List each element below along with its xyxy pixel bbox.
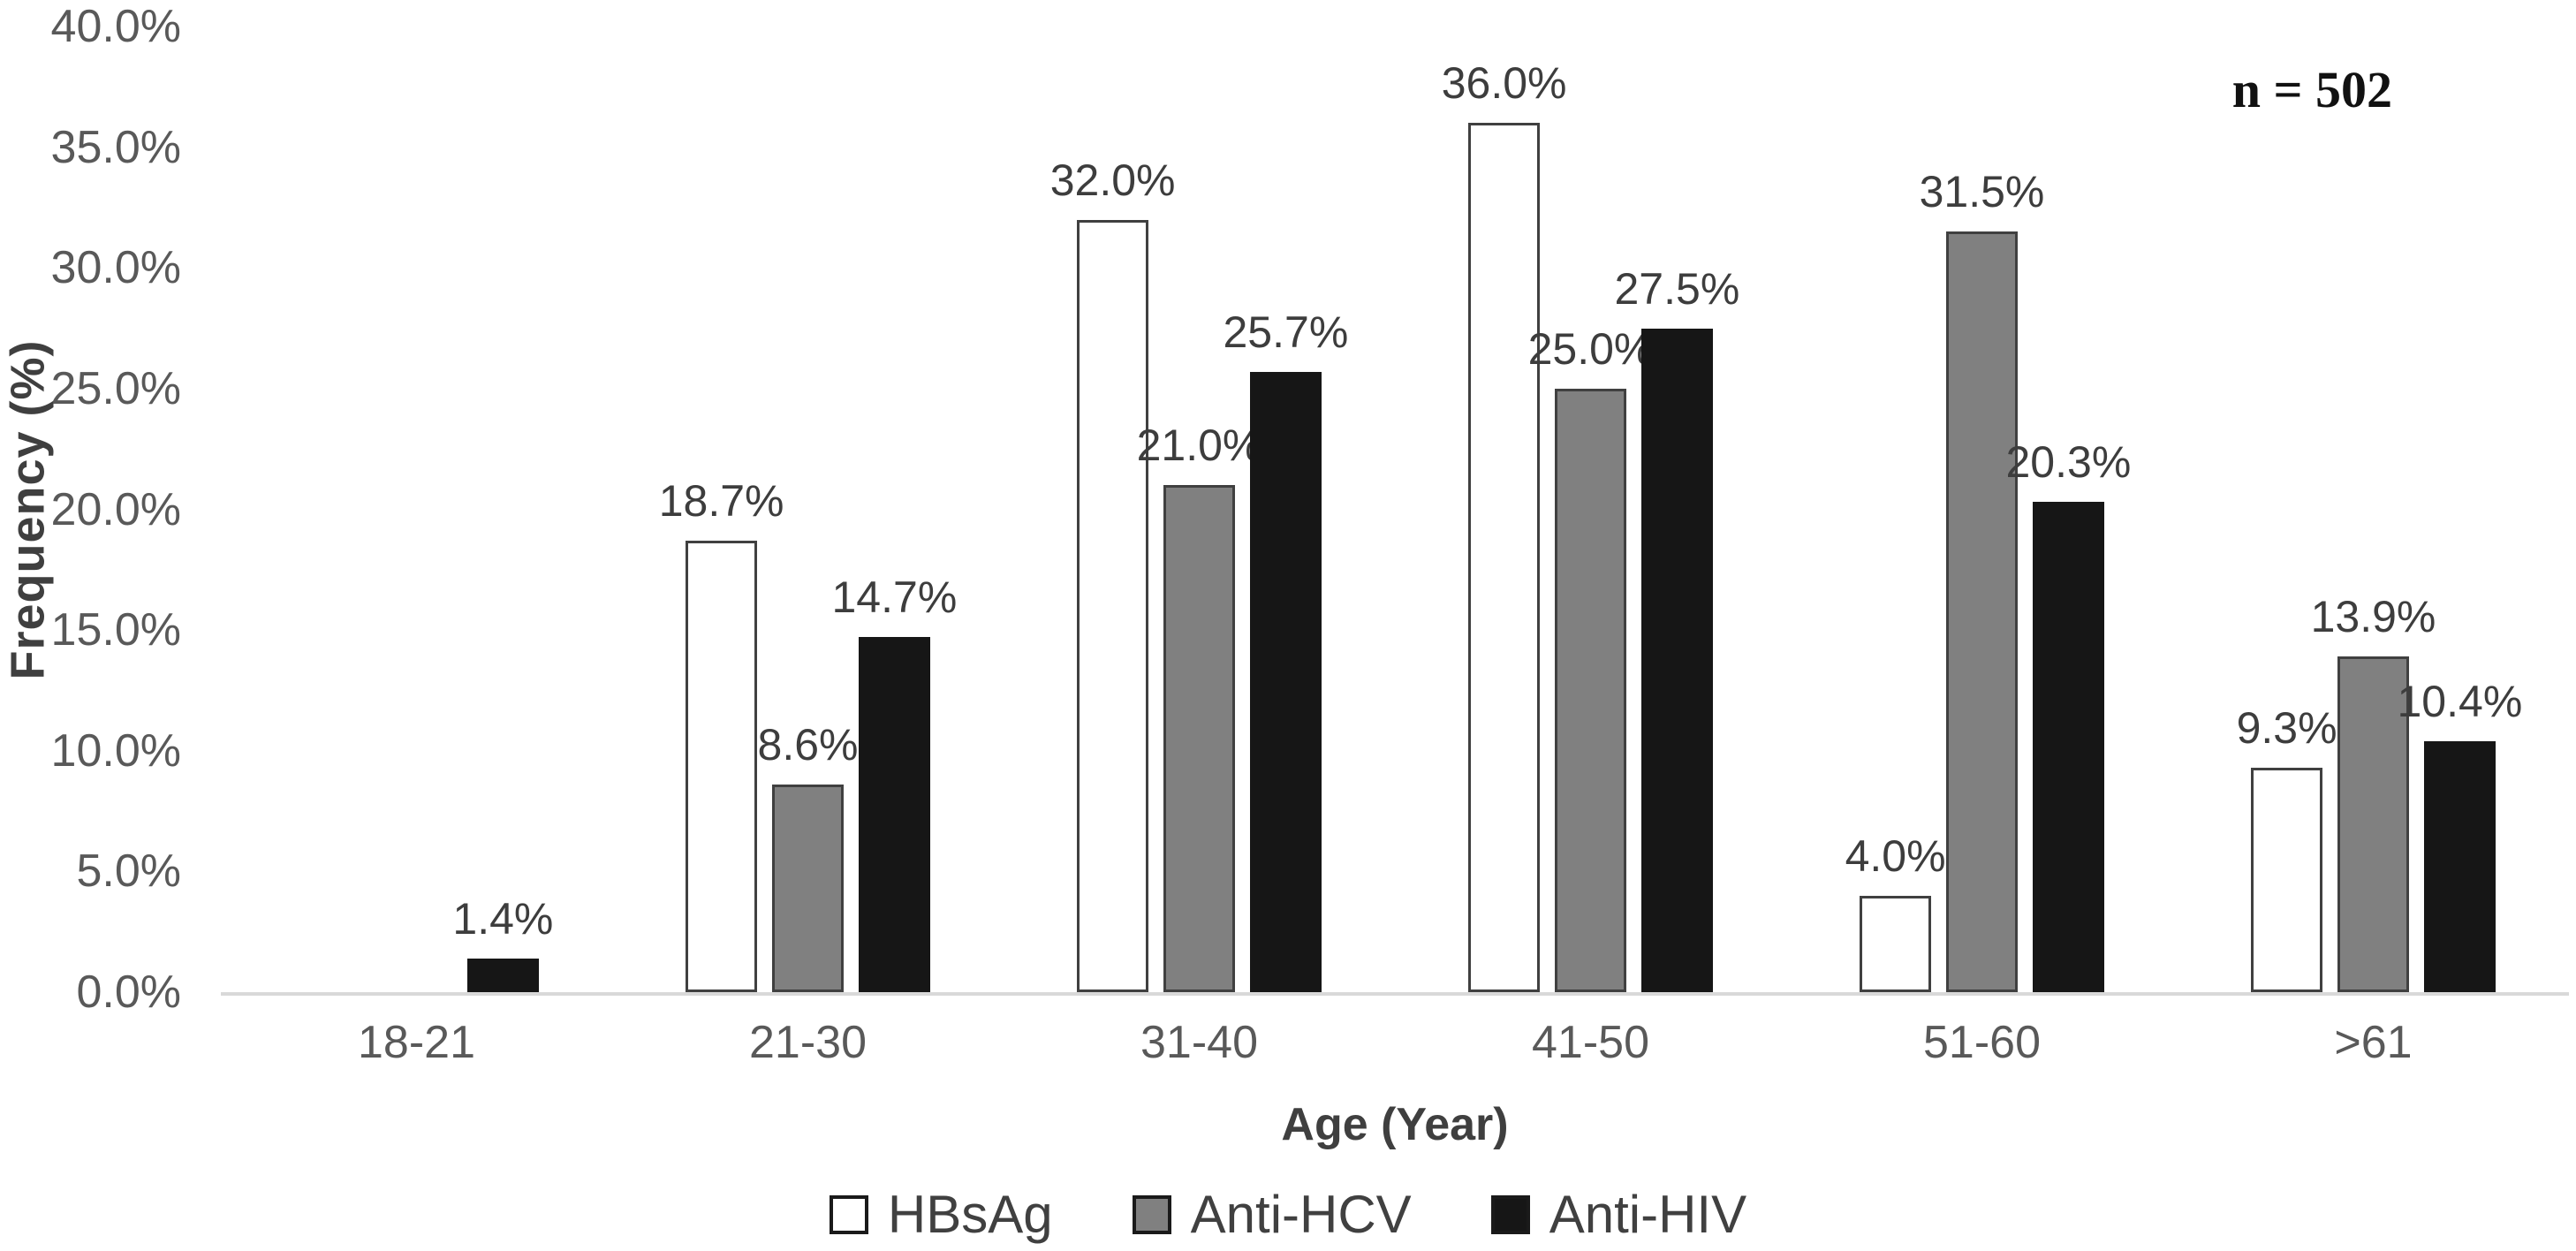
bar-value-label-hbsag-31-40: 32.0%	[1049, 155, 1176, 205]
bar-value-label-anti-hiv-61: 10.4%	[2397, 676, 2523, 726]
sample-size-annotation: n = 502	[2231, 61, 2392, 118]
bar-anti-hiv-31-40	[1249, 371, 1322, 992]
bar-value-label-anti-hcv-51-60: 31.5%	[1919, 167, 2045, 217]
x-axis-title: Age (Year)	[1281, 1099, 1509, 1150]
bar-anti-hiv-18-21	[466, 958, 539, 992]
legend-swatch-icon	[1132, 1194, 1171, 1234]
legend-item-anti-hiv: Anti-HIV	[1490, 1184, 1747, 1245]
bar-hbsag-41-50	[1468, 123, 1541, 992]
legend-item-hbsag: HBsAg	[829, 1184, 1053, 1245]
bar-value-label-anti-hcv-31-40: 21.0%	[1136, 421, 1262, 471]
bar-hbsag-61	[2251, 767, 2323, 992]
y-tick-label: 25.0%	[50, 362, 181, 414]
bar-anti-hcv-51-60	[1945, 231, 2019, 992]
bar-value-label-anti-hcv-41-50: 25.0%	[1527, 323, 1654, 374]
bar-anti-hiv-61	[2423, 740, 2496, 992]
x-category-label-61: >61	[2334, 1017, 2413, 1068]
legend-swatch-icon	[1490, 1194, 1530, 1234]
bar-value-label-hbsag-51-60: 4.0%	[1845, 830, 1946, 881]
legend-label: Anti-HIV	[1549, 1185, 1747, 1244]
x-category-label-18-21: 18-21	[358, 1017, 475, 1068]
legend-swatch-icon	[829, 1194, 868, 1234]
y-tick-label: 5.0%	[76, 845, 181, 898]
y-tick-label: 15.0%	[50, 604, 181, 656]
bar-anti-hcv-41-50	[1554, 388, 1627, 992]
bar-anti-hiv-21-30	[858, 637, 930, 992]
y-tick-label: 30.0%	[50, 242, 181, 294]
x-category-label-21-30: 21-30	[749, 1017, 867, 1068]
bar-value-label-anti-hiv-51-60: 20.3%	[2005, 437, 2132, 488]
x-category-label-41-50: 41-50	[1532, 1017, 1649, 1068]
x-axis-labels: 18-21 21-30 31-40 41-50 51-60 >61	[221, 1016, 2569, 1073]
bar-value-label-anti-hcv-21-30: 8.6%	[757, 720, 859, 770]
bar-value-label-anti-hcv-61: 13.9%	[2310, 592, 2436, 642]
legend-label: HBsAg	[887, 1185, 1053, 1244]
bar-value-label-hbsag-61: 9.3%	[2236, 702, 2337, 753]
y-tick-label: 0.0%	[76, 967, 181, 1018]
legend: HBsAg Anti-HCV Anti-HIV	[0, 1184, 2576, 1245]
bar-anti-hcv-31-40	[1163, 485, 1236, 992]
bar-anti-hiv-41-50	[1640, 328, 1713, 992]
bar-hbsag-51-60	[1860, 895, 1932, 992]
bar-anti-hcv-21-30	[771, 785, 845, 992]
bar-value-label-hbsag-21-30: 18.7%	[658, 476, 784, 527]
bar-value-label-anti-hiv-41-50: 27.5%	[1614, 263, 1740, 314]
bar-hbsag-31-40	[1077, 219, 1149, 992]
bar-value-label-anti-hiv-18-21: 1.4%	[452, 893, 554, 944]
bar-anti-hcv-61	[2337, 656, 2410, 992]
x-category-label-31-40: 31-40	[1140, 1017, 1258, 1068]
y-tick-labels: 40.0% 35.0% 30.0% 25.0% 20.0% 15.0% 10.0% 5.0% 0…	[0, 1, 181, 1018]
legend-item-anti-hcv: Anti-HCV	[1132, 1184, 1412, 1245]
y-tick-label: 35.0%	[50, 121, 181, 173]
bar-value-label-hbsag-41-50: 36.0%	[1441, 58, 1567, 109]
bar-value-label-anti-hiv-21-30: 14.7%	[831, 572, 958, 623]
bar-anti-hiv-51-60	[2032, 502, 2104, 992]
legend-label: Anti-HCV	[1190, 1185, 1412, 1244]
bar-hbsag-21-30	[686, 541, 758, 992]
y-tick-label: 10.0%	[50, 724, 181, 777]
x-category-label-51-60: 51-60	[1923, 1017, 2041, 1068]
plot-area: n = 502 18.7% 32.0% 36.0% 4.0% 9.3% 8.6% 21.0%…	[221, 27, 2569, 996]
y-tick-label: 40.0%	[50, 1, 181, 52]
y-tick-label: 20.0%	[50, 483, 181, 535]
bar-value-label-anti-hiv-31-40: 25.7%	[1223, 307, 1349, 357]
